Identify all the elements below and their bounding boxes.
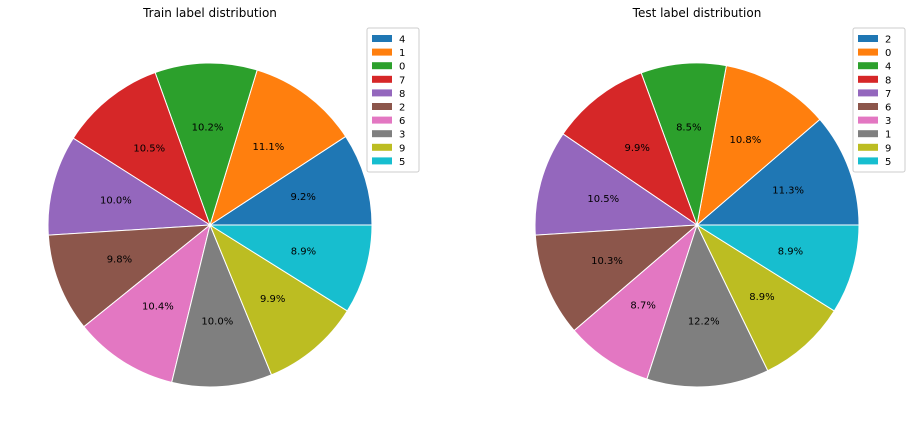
test-slice-6 — [534, 224, 699, 332]
train-legend-swatch — [372, 35, 392, 42]
train-legend-label: 1 — [399, 48, 405, 59]
test-legend: 2 0 4 8 7 6 3 1 9 5 — [852, 27, 906, 173]
test-slice-1 — [646, 223, 769, 388]
test-legend-swatch — [858, 103, 878, 110]
test-slice-3 — [573, 223, 699, 380]
test-slice-label: 8.9% — [749, 292, 774, 303]
train-legend-label: 6 — [399, 116, 405, 127]
train-slice-9 — [208, 223, 349, 376]
train-slice-label: 9.8% — [107, 255, 132, 266]
test-slice-label: 9.9% — [624, 143, 649, 154]
train-legend-label: 9 — [399, 143, 405, 154]
train-slice-label: 10.0% — [201, 316, 233, 327]
train-legend: 4 1 0 7 8 2 6 3 9 5 — [366, 27, 420, 173]
test-legend-label: 2 — [885, 35, 891, 46]
train-slice-7 — [72, 71, 211, 227]
test-legend-swatch — [858, 157, 878, 165]
train-legend-swatch — [372, 48, 392, 56]
train-legend-label: 0 — [399, 62, 405, 73]
test-slice-9 — [695, 223, 836, 372]
test-legend-swatch — [858, 143, 878, 151]
test-slice-label: 10.3% — [591, 256, 623, 267]
test-legend-swatch — [858, 75, 878, 83]
train-slice-label: 9.2% — [290, 192, 315, 203]
test-legend-label: 0 — [885, 48, 891, 59]
test-slice-label: 10.8% — [730, 135, 762, 146]
train-pie-chart: Train label distribution 9.2% 11.1% 10.2% 1… — [47, 6, 420, 388]
test-legend-swatch — [858, 116, 878, 124]
train-slice-label: 10.2% — [192, 122, 224, 133]
test-legend-swatch — [858, 130, 878, 138]
train-legend-swatch — [372, 116, 392, 124]
train-legend-label: 3 — [399, 130, 405, 141]
test-slice-5 — [695, 224, 860, 312]
train-legend-label: 2 — [399, 103, 405, 114]
test-legend-label: 6 — [885, 103, 891, 114]
test-slice-4 — [640, 62, 727, 227]
test-legend-swatch — [858, 62, 878, 70]
train-slice-label: 9.9% — [260, 294, 285, 305]
train-legend-label: 7 — [399, 75, 405, 86]
train-legend-swatch — [372, 143, 392, 151]
train-legend-label: 4 — [399, 35, 405, 46]
train-slice-0 — [154, 62, 258, 227]
test-legend-label: 4 — [885, 62, 891, 73]
train-slice-6 — [83, 223, 211, 384]
train-slice-8 — [47, 137, 212, 236]
test-slice-label: 8.7% — [630, 300, 655, 311]
train-slice-4 — [208, 135, 373, 226]
test-slice-label: 8.5% — [676, 123, 701, 134]
train-slice-label: 8.9% — [291, 246, 316, 257]
test-legend-label: 3 — [885, 116, 891, 127]
test-slice-7 — [534, 133, 699, 236]
test-slice-2 — [695, 118, 860, 226]
train-slice-3 — [171, 223, 273, 388]
test-slice-8 — [562, 72, 699, 227]
test-legend-label: 8 — [885, 75, 891, 86]
train-slice-label: 10.4% — [142, 302, 174, 313]
train-chart-title: Train label distribution — [142, 6, 277, 20]
train-legend-swatch — [372, 157, 392, 165]
test-slice-0 — [696, 65, 821, 227]
train-slice-5 — [208, 224, 373, 312]
train-legend-swatch — [372, 75, 392, 83]
test-legend-swatch — [858, 89, 878, 97]
train-legend-swatch — [372, 62, 392, 70]
train-slice-label: 10.5% — [133, 144, 165, 155]
test-legend-label: 1 — [885, 130, 891, 141]
test-legend-label: 5 — [885, 157, 891, 168]
test-legend-swatch — [858, 48, 878, 56]
train-pie-slices — [47, 62, 373, 388]
train-legend-swatch — [372, 130, 392, 138]
train-slice-1 — [209, 69, 347, 227]
test-slice-label: 8.9% — [778, 246, 803, 257]
train-legend-label: 5 — [399, 157, 405, 168]
test-pie-slices — [534, 62, 860, 388]
test-chart-title: Test label distribution — [632, 6, 762, 20]
train-legend-label: 8 — [399, 89, 405, 100]
test-legend-label: 7 — [885, 89, 891, 100]
train-slice-label: 10.0% — [100, 195, 132, 206]
train-legend-swatch — [372, 89, 392, 97]
test-pie-labels: 11.3% 10.8% 8.5% 9.9% 10.5% 10.3% 8.7% 12.2% 8.9… — [587, 123, 804, 328]
train-pie-labels: 9.2% 11.1% 10.2% 10.5% 10.0% 9.8% 10.4% 10.0% 9.… — [100, 122, 316, 327]
test-pie-chart: Test label distribution 11.3% 10.8% 8.5% 9.… — [534, 6, 906, 388]
test-slice-label: 12.2% — [688, 316, 720, 327]
train-slice-label: 11.1% — [252, 142, 284, 153]
train-slice-2 — [47, 224, 212, 328]
test-legend-swatch — [858, 35, 878, 42]
test-slice-label: 11.3% — [772, 186, 804, 197]
test-legend-label: 9 — [885, 143, 891, 154]
train-legend-swatch — [372, 103, 392, 110]
test-slice-label: 10.5% — [587, 194, 619, 205]
